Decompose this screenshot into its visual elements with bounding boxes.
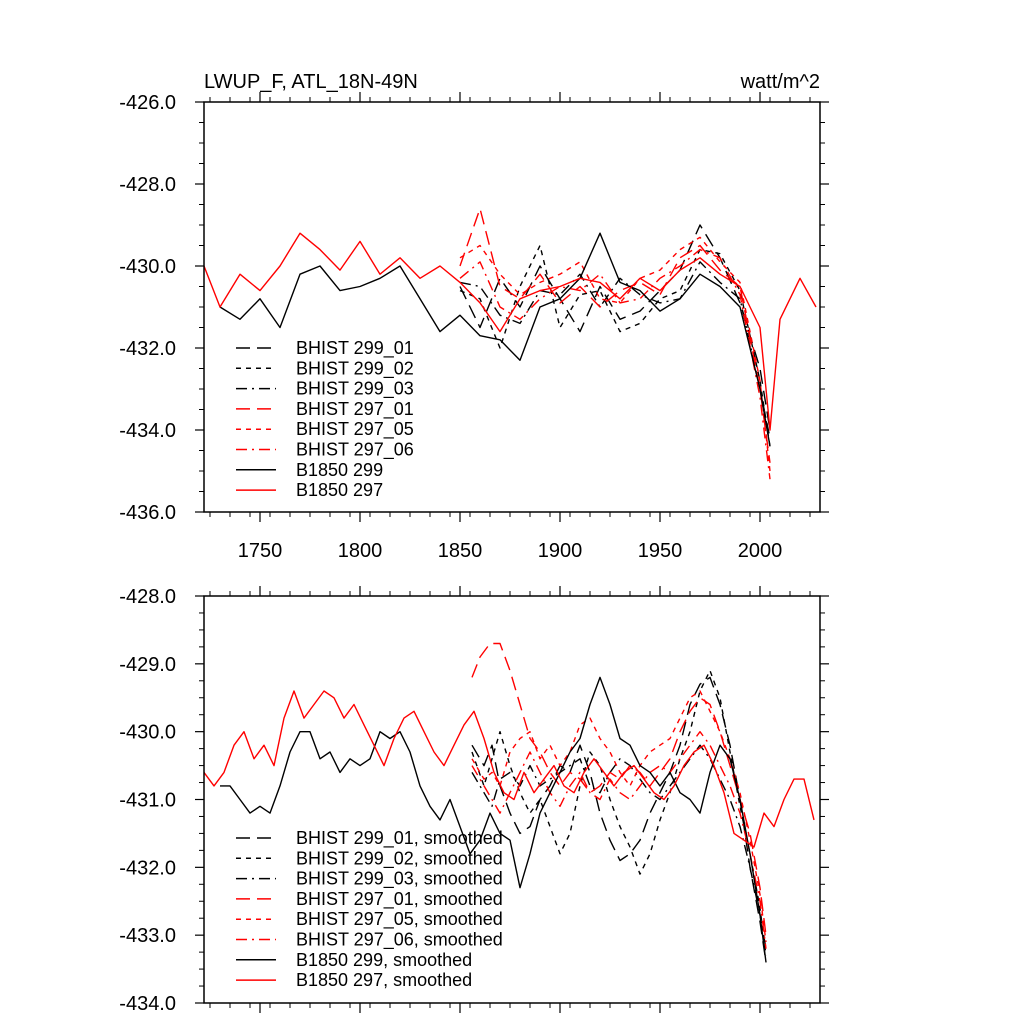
axis-layer: -426.0 -428.0 -430.0 -432.0 -434.0 -436.0 1750… xyxy=(119,92,829,562)
series-line-bhist-297-06 xyxy=(459,248,771,480)
legend-label-bhist-299-03: BHIST 299_03 xyxy=(296,379,414,400)
x-tick-label: 2000 xyxy=(738,540,783,562)
axis-layer: -428.0 -429.0 -430.0 -431.0 -432.0 -433.0 -434… xyxy=(119,586,829,1015)
series-layer xyxy=(203,642,815,963)
y-tick-label: -434.0 xyxy=(119,993,176,1015)
legend-label-b1850-297: B1850 297 xyxy=(296,480,383,500)
series-line-b1850-299-smoothed xyxy=(220,676,767,963)
y-tick-label: -431.0 xyxy=(119,790,176,812)
series-line-b1850-297 xyxy=(203,232,817,431)
units-label: watt/m^2 xyxy=(740,71,820,93)
legend-label-bhist-299-02-smoothed: BHIST 299_02, smoothed xyxy=(296,848,503,869)
y-tick-label: -430.0 xyxy=(119,722,176,744)
legend-label-bhist-299-02: BHIST 299_02 xyxy=(296,358,414,379)
series-line-bhist-299-03 xyxy=(459,261,771,439)
series-line-b1850-299 xyxy=(219,232,771,447)
series-line-b1850-297-smoothed xyxy=(203,690,815,848)
y-tick-label: -428.0 xyxy=(119,174,176,196)
legend-label-bhist-297-06: BHIST 297_06 xyxy=(296,440,414,461)
x-tick-label: 1750 xyxy=(238,540,283,562)
series-line-bhist-299-02-smoothed xyxy=(471,669,767,956)
y-tick-label: -434.0 xyxy=(119,420,176,442)
legend-label-bhist-299-03-smoothed: BHIST 299_03, smoothed xyxy=(296,869,503,890)
legend-label-bhist-297-01: BHIST 297_01 xyxy=(296,399,414,420)
legend-label-b1850-297-smoothed: B1850 297, smoothed xyxy=(296,970,472,990)
series-line-bhist-299-01 xyxy=(459,224,771,431)
y-tick-label: -432.0 xyxy=(119,338,176,360)
y-tick-label: -436.0 xyxy=(119,502,176,524)
y-tick-label: -432.0 xyxy=(119,857,176,879)
series-line-bhist-297-05 xyxy=(459,236,771,472)
legend-label-bhist-297-05-smoothed: BHIST 297_05, smoothed xyxy=(296,909,503,930)
legend-label-b1850-299-smoothed: B1850 299, smoothed xyxy=(296,950,472,970)
legend-label-bhist-297-05: BHIST 297_05 xyxy=(296,419,414,440)
series-line-bhist-299-03-smoothed xyxy=(471,744,767,949)
x-tick-label: 1900 xyxy=(538,540,583,562)
chart-title: LWUP_F, ATL_18N-49N xyxy=(204,71,418,93)
y-tick-label: -430.0 xyxy=(119,256,176,278)
x-tick-label: 1950 xyxy=(638,540,683,562)
x-tick-label: 1850 xyxy=(438,540,483,562)
y-tick-label: -433.0 xyxy=(119,925,176,947)
series-line-bhist-299-01-smoothed xyxy=(471,676,767,963)
series-layer xyxy=(203,207,817,480)
series-line-bhist-297-06-smoothed xyxy=(471,731,767,949)
legend-label-bhist-297-01-smoothed: BHIST 297_01, smoothed xyxy=(296,889,503,910)
series-line-bhist-297-01 xyxy=(459,207,771,463)
legend-label-b1850-299: B1850 299 xyxy=(296,460,383,480)
legend-label-bhist-297-06-smoothed: BHIST 297_06, smoothed xyxy=(296,930,503,951)
legend-label-bhist-299-01: BHIST 299_01 xyxy=(296,338,414,359)
series-line-bhist-299-02 xyxy=(459,244,771,447)
legend-label-bhist-299-01-smoothed: BHIST 299_01, smoothed xyxy=(296,828,503,849)
series-line-bhist-297-01-smoothed xyxy=(471,642,767,936)
panel-bottom: -428.0 -429.0 -430.0 -431.0 -432.0 -433.0 -434… xyxy=(119,586,829,1015)
x-tick-label: 1800 xyxy=(338,540,383,562)
panel-top: LWUP_F, ATL_18N-49N watt/m^2 -426.0 -428.… xyxy=(119,71,829,562)
y-tick-label: -429.0 xyxy=(119,654,176,676)
series-line-bhist-297-05-smoothed xyxy=(471,690,767,943)
y-tick-label: -426.0 xyxy=(119,92,176,114)
y-tick-label: -428.0 xyxy=(119,586,176,608)
